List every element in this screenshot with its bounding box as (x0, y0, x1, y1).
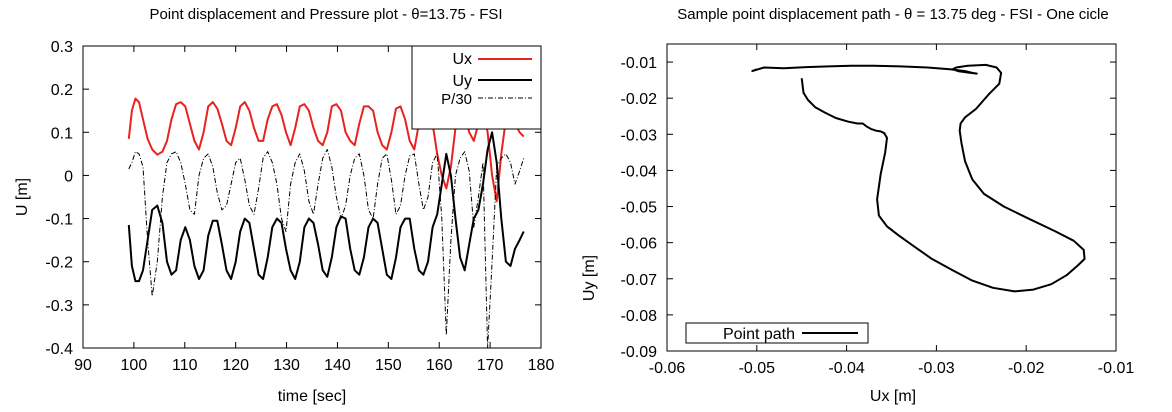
y-tick-label: 0.1 (51, 125, 73, 142)
axis-ticks: 90 100 110 120 130 140 150 160 170 180 -0.4 -0.3 -0.… (45, 39, 554, 374)
chart-title: Point displacement and Pressure plot - θ… (149, 6, 502, 23)
x-tick-label: -0.06 (649, 360, 686, 377)
x-tick-label: 160 (426, 357, 453, 374)
legend-label-ux: Ux (452, 51, 472, 68)
y-tick-label: 0.3 (51, 39, 73, 56)
plot-frame (666, 43, 1117, 352)
y-tick-label: -0.07 (621, 272, 658, 289)
legend: Point path (685, 322, 869, 344)
x-tick-label: 180 (528, 357, 555, 374)
x-tick-label: 120 (222, 357, 249, 374)
series-line-uy (127, 131, 525, 283)
y-tick-label: -0.3 (45, 298, 73, 315)
x-tick-label: 150 (375, 357, 402, 374)
x-tick-label: -0.04 (828, 360, 865, 377)
x-tick-label: -0.02 (1008, 360, 1045, 377)
x-tick-label: -0.05 (739, 360, 776, 377)
x-tick-label: 140 (324, 357, 351, 374)
y-axis-label: Uy [m] (581, 255, 598, 301)
axis-ticks: -0.06 -0.05 -0.04 -0.03 -0.02 -0.01 -0.09 -0.08… (621, 44, 1135, 377)
legend-box (685, 322, 869, 344)
y-tick-label: -0.08 (621, 308, 658, 325)
legend-label-point-path: Point path (723, 326, 795, 343)
x-tick-label: -0.03 (918, 360, 955, 377)
chart-right: Sample point displacement path - θ = 13.… (581, 6, 1134, 405)
y-tick-label: 0.2 (51, 82, 73, 99)
plot-frame (82, 45, 542, 349)
y-tick-label: -0.2 (45, 255, 73, 272)
legend: Ux Uy P/30 (411, 45, 542, 130)
y-tick-label: -0.1 (45, 212, 73, 229)
chart-title: Sample point displacement path - θ = 13.… (677, 6, 1108, 23)
x-tick-label: 90 (74, 357, 92, 374)
y-tick-label: -0.03 (621, 127, 658, 144)
x-axis-label: time [sec] (278, 388, 346, 405)
x-tick-label: 100 (121, 357, 148, 374)
series-group (751, 63, 1086, 293)
series-group (127, 97, 525, 349)
series-line-point-path (751, 63, 1086, 293)
y-tick-label: -0.4 (45, 341, 73, 358)
y-tick-label: -0.06 (621, 236, 658, 253)
x-tick-label: 130 (273, 357, 300, 374)
y-tick-label: 0 (64, 168, 73, 185)
x-axis-label: Ux [m] (870, 388, 916, 405)
y-tick-label: -0.04 (621, 163, 658, 180)
legend-label-uy: Uy (452, 73, 472, 90)
x-tick-label: 110 (172, 357, 198, 374)
x-tick-label: -0.01 (1098, 360, 1135, 377)
series-line-p-30 (128, 149, 525, 349)
y-tick-label: -0.02 (621, 91, 658, 108)
y-tick-label: -0.09 (621, 344, 658, 361)
y-tick-label: -0.05 (621, 200, 658, 217)
y-axis-label: U [m] (14, 178, 31, 216)
chart-left: Point displacement and Pressure plot - θ… (14, 6, 554, 405)
legend-label-p30: P/30 (441, 91, 472, 108)
y-tick-label: -0.01 (621, 55, 658, 72)
x-tick-label: 170 (477, 357, 504, 374)
